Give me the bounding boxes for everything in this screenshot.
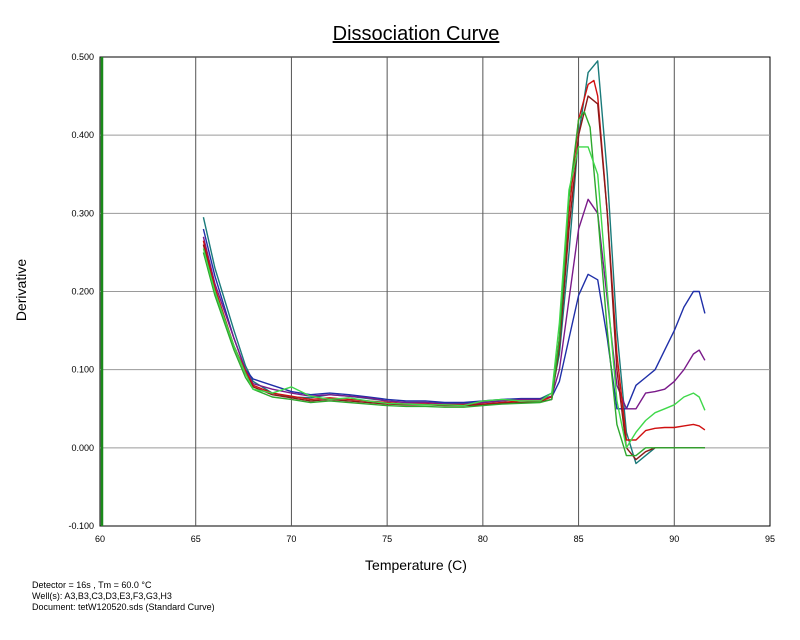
y-tick-label: 0.400	[71, 130, 94, 140]
document-info: Document: tetW120520.sds (Standard Curve…	[32, 602, 215, 612]
x-tick-label: 65	[191, 534, 201, 544]
y-axis-title: Derivative	[13, 259, 29, 321]
y-tick-label: 0.500	[71, 52, 94, 62]
series-line-5	[202, 95, 705, 461]
y-tick-label: 0.000	[71, 443, 94, 453]
detector-info: Detector = 16s , Tm = 60.0 °C	[32, 580, 152, 590]
x-axis-title: Temperature (C)	[365, 557, 467, 573]
chart-title: Dissociation Curve	[333, 23, 500, 45]
x-tick-label: 95	[765, 534, 775, 544]
x-tick-label: 80	[478, 534, 488, 544]
series-line-7	[202, 146, 706, 449]
plot-area: -0.100 0.000 0.100 0.200 0.300 0.400 0.500 60 65…	[68, 52, 775, 544]
x-tick-label: 85	[574, 534, 584, 544]
series-line-3	[202, 198, 706, 410]
y-tick-label: 0.300	[71, 208, 94, 218]
y-tick-label: 0.200	[71, 287, 94, 297]
x-tick-label: 70	[286, 534, 296, 544]
y-tick-label: 0.100	[71, 365, 94, 375]
wells-info: Well(s): A3,B3,C3,D3,E3,F3,G3,H3	[32, 591, 172, 601]
run-info: Detector = 16s , Tm = 60.0 °C Well(s): A…	[32, 580, 215, 613]
series-line-2	[202, 228, 706, 410]
x-tick-label: 90	[669, 534, 679, 544]
x-tick-label: 75	[382, 534, 392, 544]
series-line-6	[202, 110, 705, 457]
y-tick-label: -0.100	[68, 521, 94, 531]
x-tick-label: 60	[95, 534, 105, 544]
